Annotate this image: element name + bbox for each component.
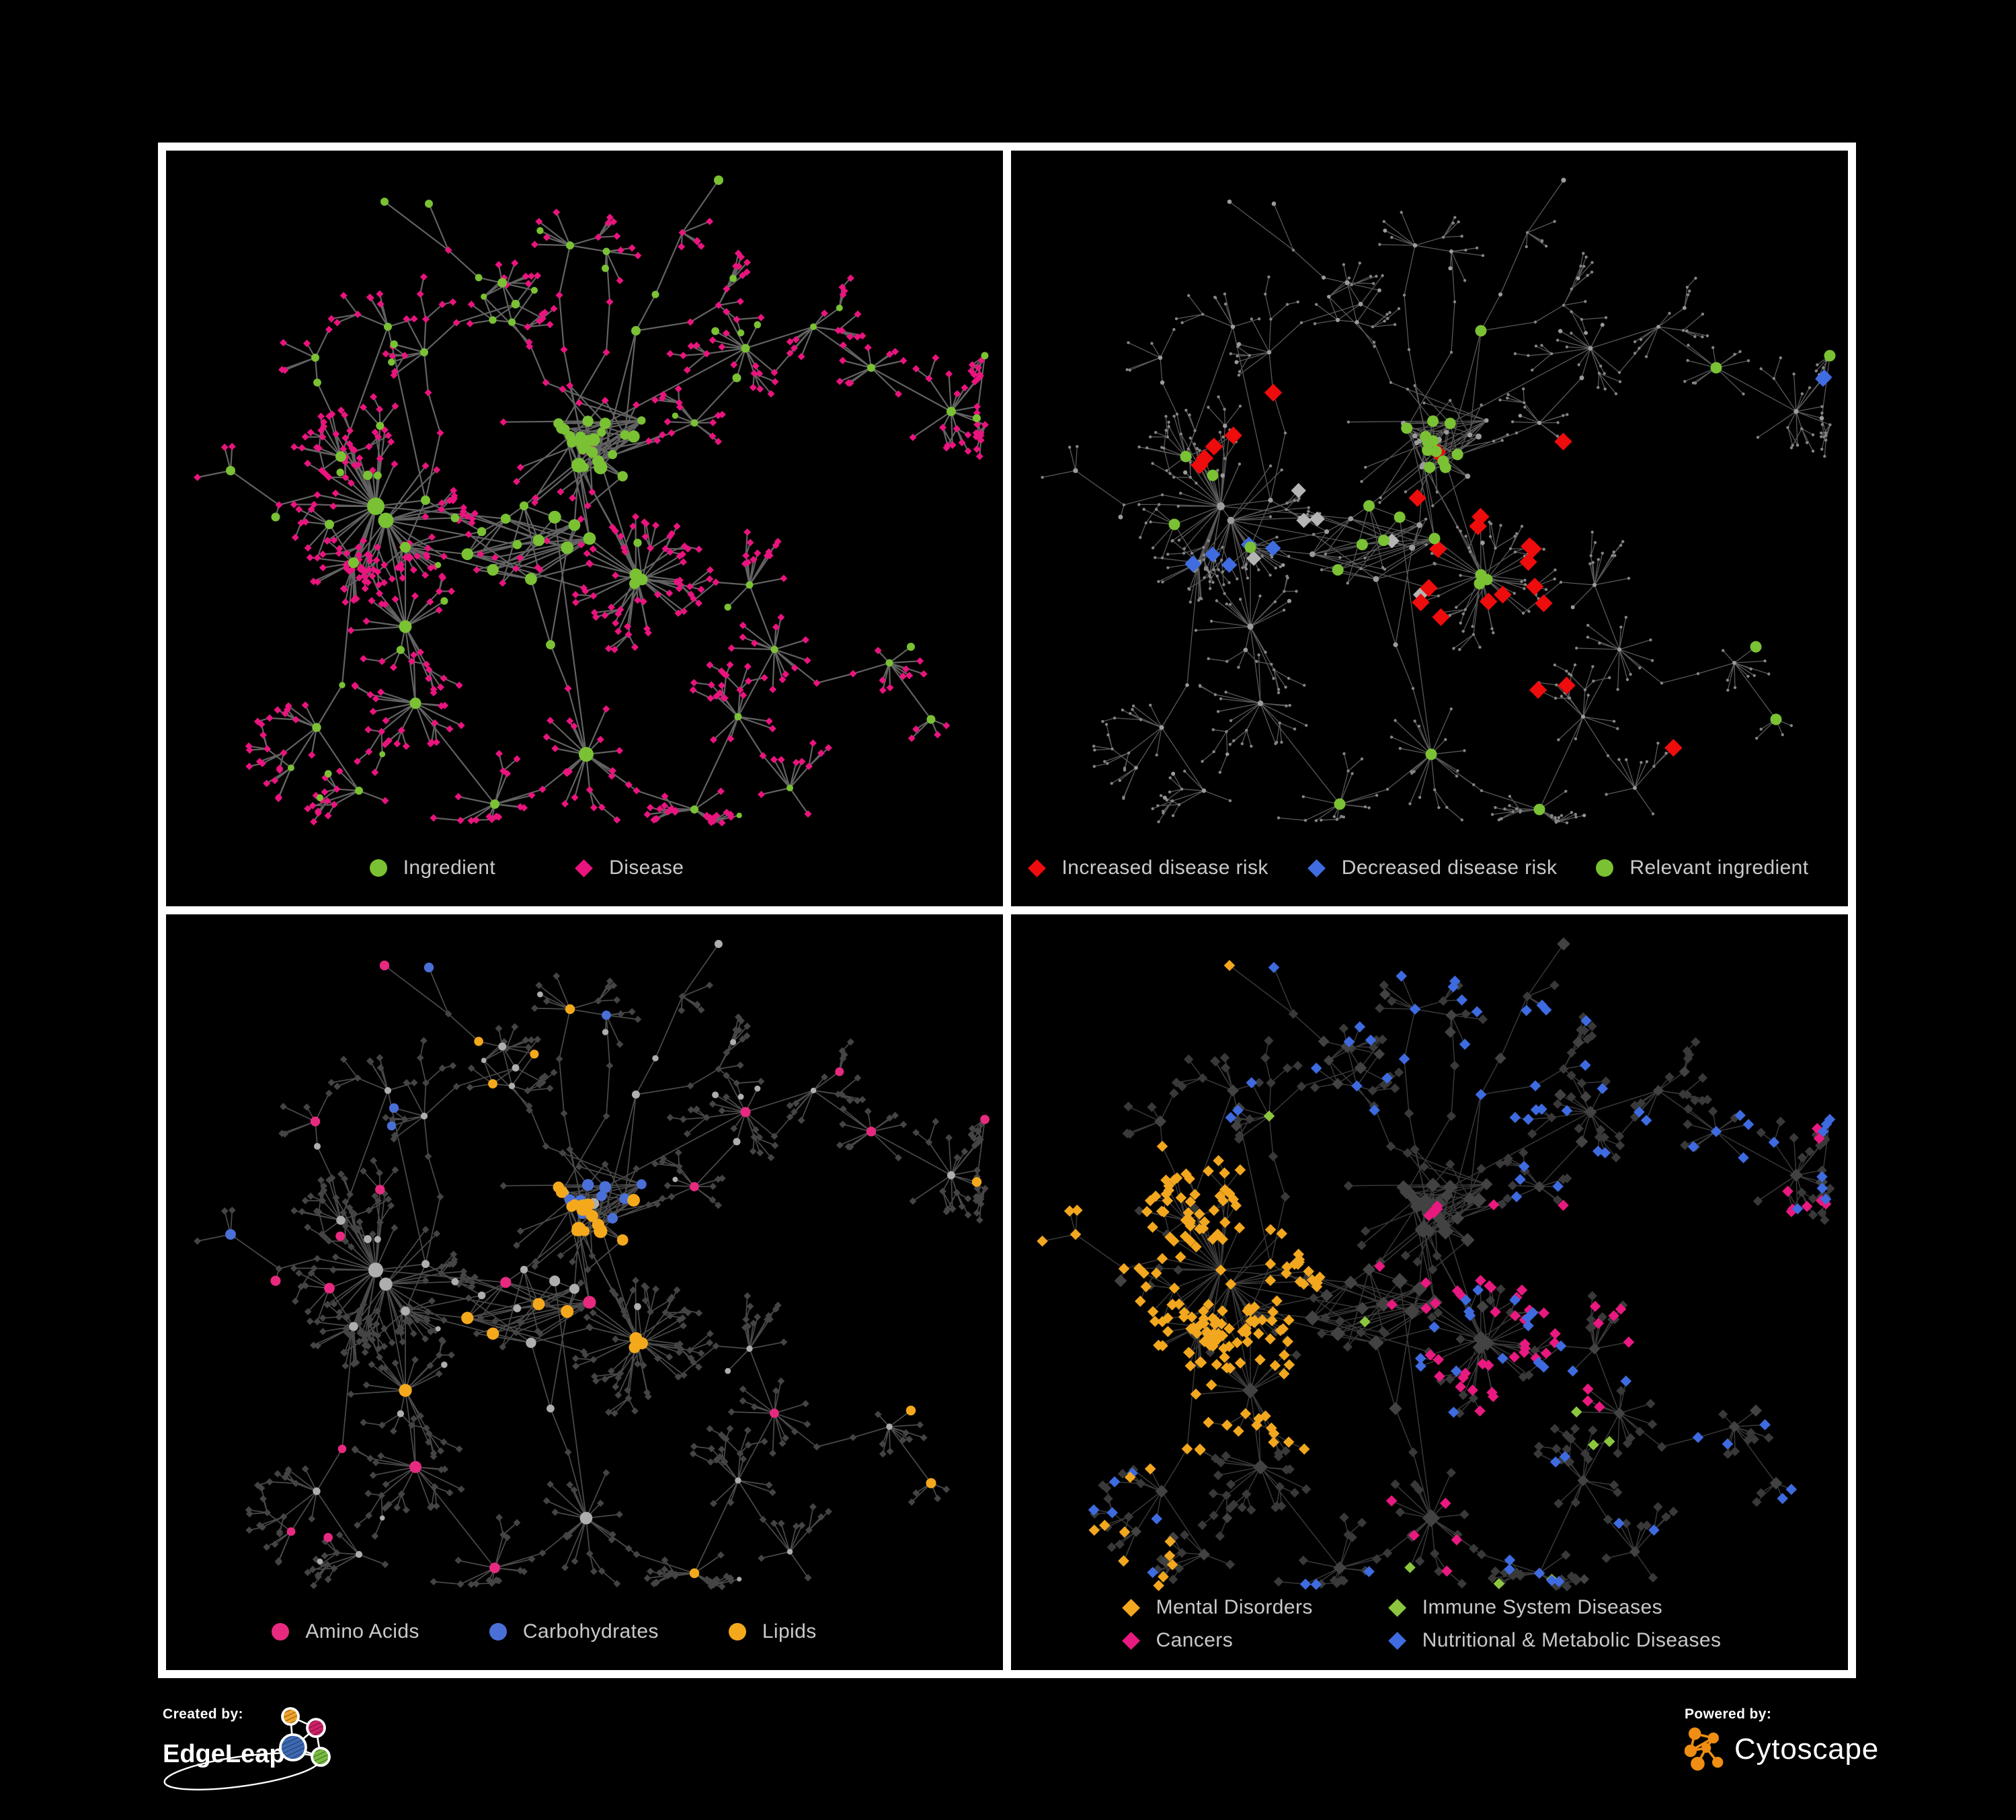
legend-item: Decreased disease risk (1307, 857, 1558, 879)
legend-diamond-swatch (1387, 1631, 1406, 1650)
node-group-d (1041, 210, 1832, 824)
node-group-c1 (1191, 383, 1683, 757)
legend-diamond-swatch (575, 859, 594, 877)
legend-circle-swatch (272, 1623, 290, 1640)
legend-item: Nutritional & Metabolic Diseases (1387, 1629, 1722, 1652)
legend-item: Amino Acids (272, 1620, 419, 1643)
legend-label: Lipids (762, 1620, 817, 1643)
legend-label: Disease (609, 857, 684, 879)
legend-item: Lipids (728, 1620, 817, 1643)
panel-disease-risk: Increased disease risk Decreased disease … (1011, 151, 1848, 906)
legend-item: Mental Disorders (1121, 1596, 1313, 1619)
figure-frame: Ingredient Disease Increased disease risk… (158, 143, 1856, 1678)
legend-nutrient-class: Amino Acids Carbohydrates Lipids (126, 1614, 963, 1649)
legend-item: Immune System Diseases (1387, 1596, 1722, 1619)
cytoscape-logo-icon (1685, 1727, 1724, 1771)
legend-item: Cancers (1121, 1629, 1313, 1652)
node-group-c2 (1374, 1123, 1832, 1577)
legend-diamond-swatch (1027, 859, 1046, 877)
legend-item: Increased disease risk (1027, 857, 1268, 879)
legend-item: Disease (575, 857, 684, 879)
network-ingredient-disease (194, 175, 989, 827)
legend-item: Carbohydrates (489, 1620, 659, 1643)
node-group-c3 (399, 1004, 982, 1579)
powered-by-label: Powered by: (1685, 1706, 1772, 1722)
legend-label: Mental Disorders (1156, 1596, 1313, 1618)
legend-item: Relevant ingredient (1596, 857, 1808, 879)
node-group-c3 (1246, 483, 1428, 602)
legend-diamond-swatch (1387, 1598, 1406, 1617)
legend-label: Relevant ingredient (1629, 857, 1809, 879)
legend-label: Amino Acids (305, 1620, 419, 1643)
legend-label: Immune System Diseases (1422, 1596, 1662, 1618)
legend-circle-swatch (1596, 859, 1614, 877)
legend-item: Ingredient (369, 857, 496, 879)
node-group-i (1073, 177, 1824, 818)
legend-label: Carbohydrates (522, 1620, 659, 1643)
panel-nutrient-class: Amino Acids Carbohydrates Lipids (166, 914, 1003, 1670)
cytoscape-brand-name: Cytoscape (1734, 1733, 1880, 1766)
network-nutrient-class (194, 940, 990, 1591)
network-disease-risk (1041, 177, 1836, 824)
legend-diamond-swatch (1307, 859, 1326, 877)
legend-circle-swatch (489, 1623, 507, 1640)
legend-disease-risk: Increased disease risk Decreased disease … (1000, 850, 1837, 885)
node-group-c4 (1088, 961, 1836, 1590)
legend-label: Increased disease risk (1061, 857, 1268, 879)
cytoscape-credit: Powered by: Cy (1685, 1706, 1879, 1772)
legend-label: Nutritional & Metabolic Diseases (1422, 1629, 1722, 1651)
legend-label: Decreased disease risk (1341, 857, 1558, 879)
edgeleap-logo-icon (163, 1707, 331, 1790)
legend-label: Cancers (1156, 1629, 1234, 1651)
edgeleap-credit: Created by: EdgeLeap (163, 1706, 331, 1790)
panel-ingredient-disease: Ingredient Disease (166, 151, 1003, 906)
legend-label: Ingredient (403, 857, 496, 879)
legend-ingredient-disease: Ingredient Disease (108, 850, 945, 885)
panel-disease-category: Mental Disorders Immune System Diseases Ca… (1011, 914, 1848, 1670)
legend-circle-swatch (369, 859, 387, 877)
legend-disease-category: Mental Disorders Immune System Diseases Ca… (1121, 1596, 1722, 1652)
legend-diamond-swatch (1121, 1598, 1140, 1617)
network-disease-category (1037, 937, 1836, 1591)
created-by-label: Created by: (163, 1706, 243, 1722)
legend-circle-swatch (728, 1623, 746, 1640)
legend-diamond-swatch (1121, 1631, 1140, 1650)
